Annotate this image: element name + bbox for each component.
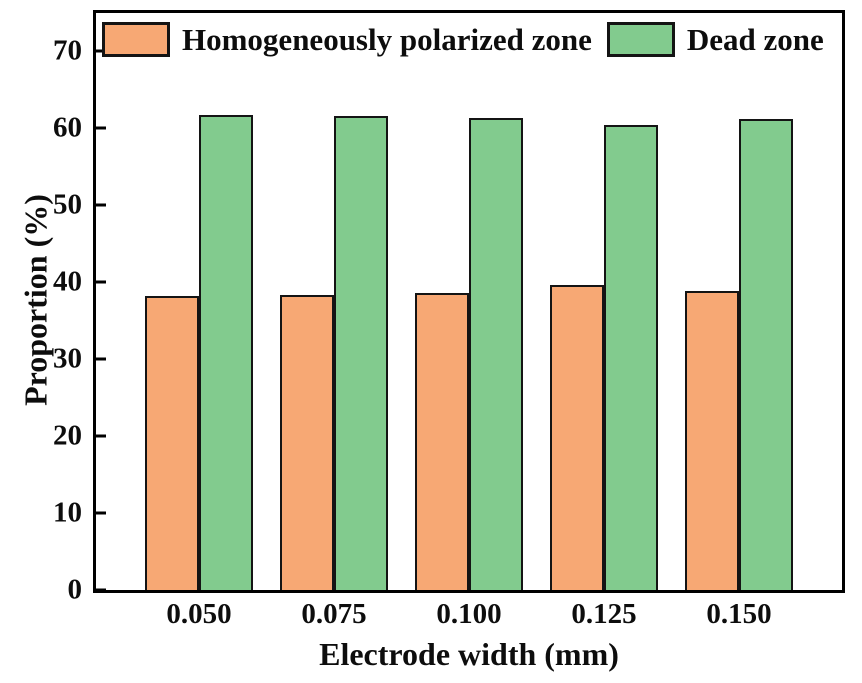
y-tick [96,588,106,592]
bar-homogeneously-polarized-zone-0.100 [415,293,469,590]
bar-dead-zone-0.100 [469,118,523,590]
legend-label: Dead zone [686,22,824,57]
y-tick [96,280,106,284]
bar-dead-zone-0.050 [199,115,253,590]
y-tick-label: 10 [53,496,82,529]
bar-homogeneously-polarized-zone-0.150 [685,291,739,590]
x-tick-label: 0.150 [706,598,772,630]
y-tick-label: 20 [53,419,82,452]
legend-swatch [102,22,170,57]
bar-homogeneously-polarized-zone-0.050 [145,296,199,590]
y-axis-title: Proportion (%) [17,194,54,406]
y-tick [96,357,106,361]
y-tick-label: 70 [53,34,82,67]
bars-container [96,13,842,590]
y-tick-label: 30 [53,342,82,375]
bar-dead-zone-0.150 [739,119,793,590]
bar-homogeneously-polarized-zone-0.125 [550,285,604,590]
x-tick-label: 0.050 [166,598,232,630]
y-tick-label: 50 [53,188,82,221]
y-tick [96,203,106,207]
plot-area: Homogeneously polarized zone Dead zone [93,10,845,593]
y-tick [96,511,106,515]
legend: Homogeneously polarized zone Dead zone [102,22,824,57]
y-tick-label: 40 [53,265,82,298]
y-tick-label: 0 [67,573,83,606]
y-tick [96,126,106,130]
x-tick-label: 0.075 [301,598,367,630]
x-tick-label: 0.125 [571,598,637,630]
x-tick-label: 0.100 [436,598,502,630]
bar-homogeneously-polarized-zone-0.075 [280,295,334,590]
y-tick [96,434,106,438]
bar-dead-zone-0.125 [604,125,658,590]
legend-label: Homogeneously polarized zone [182,22,592,57]
bar-dead-zone-0.075 [334,116,388,590]
y-tick-label: 60 [53,111,82,144]
y-ticks-container [96,13,842,592]
legend-swatch [606,22,675,57]
legend-item: Homogeneously polarized zone [102,22,592,57]
y-tick [96,49,106,53]
legend-item: Dead zone [606,22,824,57]
x-axis-title: Electrode width (mm) [319,636,619,672]
